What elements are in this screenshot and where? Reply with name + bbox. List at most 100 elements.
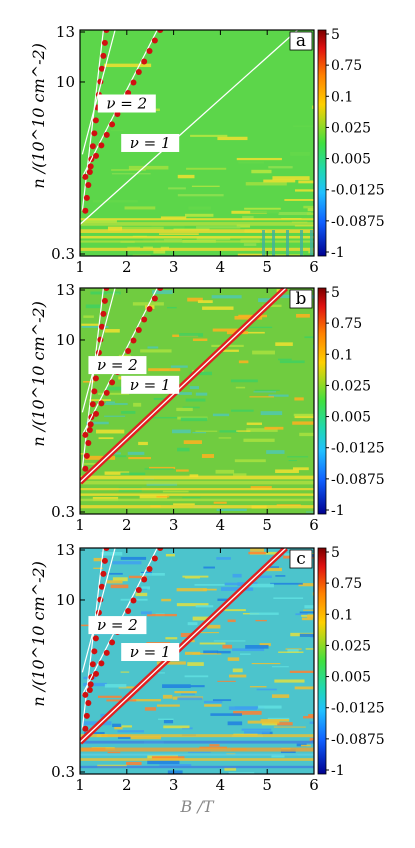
heatmap-texture: [304, 605, 314, 609]
panel-letter-box: [289, 31, 313, 51]
annotation-box: [121, 133, 180, 152]
heatmap-texture: [182, 575, 209, 578]
peak-marker: [98, 660, 105, 667]
heatmap-texture: [264, 426, 284, 430]
heatmap-texture: [300, 744, 311, 747]
heatmap-texture: [303, 716, 314, 719]
heatmap-texture: [149, 466, 176, 469]
colorbar-tick-label: -0.0125: [331, 183, 385, 199]
heatmap-texture: [311, 105, 314, 109]
heatmap-texture: [243, 731, 270, 734]
peak-marker: [93, 152, 100, 159]
peak-marker: [125, 607, 132, 614]
heatmap-texture: [83, 315, 94, 318]
heatmap-texture: [243, 243, 257, 246]
heatmap-texture: [228, 772, 255, 774]
heatmap-texture: [121, 411, 136, 414]
heatmap-texture: [245, 645, 269, 649]
heatmap-texture: [81, 325, 109, 328]
annotation-box: [97, 94, 156, 113]
heatmap-texture: [153, 397, 169, 400]
heatmap-texture: [206, 624, 221, 629]
heatmap-texture: [98, 437, 114, 440]
y-axis-label: n /(10^10 cm^-2): [29, 561, 48, 707]
x-tick-label: 2: [122, 258, 132, 276]
panel-letter: a: [296, 31, 306, 51]
heatmap-texture: [181, 693, 196, 695]
heatmap-texture: [274, 679, 305, 683]
heatmap-texture: [152, 290, 173, 295]
heatmap-texture: [217, 136, 248, 141]
plot-frame: [79, 287, 315, 515]
heatmap-texture: [262, 304, 282, 307]
peak-marker: [157, 288, 164, 291]
heatmap-texture: [112, 577, 128, 582]
heatmap-texture: [285, 648, 302, 650]
heatmap-texture: [192, 432, 207, 434]
heatmap-texture: [212, 328, 239, 332]
peak-marker: [89, 143, 96, 150]
peak-marker: [83, 712, 90, 719]
heatmap-texture: [187, 622, 198, 626]
filling-factor-line: [81, 548, 104, 729]
peak-marker: [91, 130, 98, 137]
heatmap-texture: [307, 207, 314, 212]
heatmap-texture: [174, 691, 197, 694]
heatmap-texture: [105, 401, 115, 404]
nu1-line: [80, 548, 287, 743]
heatmap-texture: [312, 592, 314, 596]
heatmap-band: [80, 747, 314, 752]
heatmap-texture: [133, 402, 142, 407]
x-tick-label: 4: [216, 516, 226, 534]
heatmap-texture: [298, 583, 314, 587]
heatmap-texture: [117, 736, 131, 739]
x-tick-label: 2: [122, 776, 132, 794]
heatmap-texture: [190, 685, 205, 688]
heatmap-texture: [84, 455, 116, 460]
heatmap-texture: [264, 254, 304, 256]
colorbar-tick-label: 0.75: [331, 316, 362, 332]
heatmap-texture: [112, 561, 142, 565]
heatmap-texture: [249, 686, 267, 688]
heatmap-texture: [294, 397, 304, 401]
colorbar-tick-label: -0.0125: [331, 441, 385, 457]
heatmap-texture: [187, 297, 203, 302]
x-tick-label: 3: [169, 516, 179, 534]
heatmap-texture: [104, 471, 130, 475]
peak-marker: [100, 570, 107, 577]
panel-letter-box: [289, 289, 313, 309]
heatmap-texture: [111, 169, 146, 171]
peak-marker: [91, 388, 98, 395]
peak-marker: [82, 691, 89, 698]
heatmap-streak: [300, 230, 303, 256]
heatmap-texture: [232, 648, 265, 652]
heatmap-texture: [139, 495, 168, 499]
x-tick-label: 6: [309, 516, 319, 534]
heatmap-texture: [251, 169, 272, 174]
heatmap-texture: [232, 668, 243, 673]
heatmap-texture: [251, 662, 281, 665]
heatmap-streak: [310, 230, 313, 256]
peak-marker: [101, 297, 108, 304]
heatmap-texture: [241, 326, 273, 329]
heatmap-texture: [188, 751, 211, 753]
heatmap-texture: [217, 598, 230, 601]
heatmap-texture: [100, 552, 123, 556]
heatmap-texture: [258, 298, 272, 303]
heatmap-texture: [138, 441, 148, 446]
heatmap-texture: [108, 572, 123, 575]
annotation-label: ν = 2: [97, 616, 138, 634]
heatmap-texture: [303, 205, 314, 209]
peak-marker: [103, 389, 110, 396]
heatmap-texture: [93, 567, 103, 569]
peak-marker: [103, 649, 110, 656]
heatmap-texture: [189, 386, 199, 390]
heatmap-texture: [273, 726, 306, 728]
heatmap-texture: [233, 710, 262, 715]
heatmap-texture: [107, 226, 123, 231]
plot-frame: [79, 29, 315, 257]
heatmap-texture: [250, 548, 265, 552]
heatmap-texture: [160, 216, 187, 219]
heatmap-texture: [192, 338, 208, 342]
heatmap-texture: [145, 416, 178, 419]
